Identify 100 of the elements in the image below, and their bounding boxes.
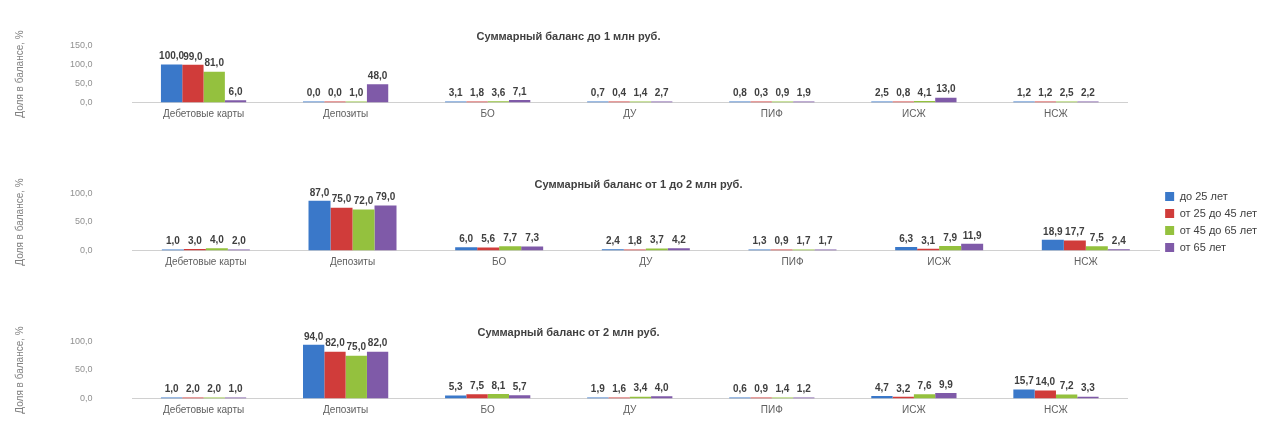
data-label: 4,0 <box>209 234 225 246</box>
y-axis-title: Доля в балансе, % <box>13 326 25 414</box>
data-label: 6,0 <box>459 232 474 244</box>
data-label: 17,7 <box>1065 226 1085 238</box>
y-tick-label: 100,0 <box>69 335 93 346</box>
bar <box>509 395 531 399</box>
data-label: 1,9 <box>796 87 812 99</box>
data-label: 1,7 <box>796 235 811 247</box>
data-label: 11,9 <box>962 229 983 241</box>
data-label: 1,0 <box>349 87 364 99</box>
data-label: 14,0 <box>1035 376 1056 388</box>
y-tick-label: 50,0 <box>74 364 93 375</box>
data-label: 2,7 <box>654 87 670 99</box>
data-label: 1,7 <box>818 235 833 247</box>
y-tick-label: 0,0 <box>80 97 93 108</box>
data-label: 0,0 <box>328 87 343 99</box>
data-label: 100,0 <box>159 50 185 62</box>
data-label: 3,1 <box>448 87 464 99</box>
data-label: 0,9 <box>775 87 790 99</box>
data-label: 1,2 <box>1038 87 1053 99</box>
x-tick-label: Депозиты <box>323 108 369 120</box>
x-tick-label: НСЖ <box>1044 108 1069 120</box>
y-tick-label: 100,0 <box>69 58 93 69</box>
x-tick-label: ПИФ <box>760 404 784 416</box>
bar <box>345 355 367 399</box>
x-tick-label: Депозиты <box>329 256 376 268</box>
data-label: 2,4 <box>1111 234 1127 246</box>
data-label: 1,2 <box>796 383 812 395</box>
data-label: 0,8 <box>896 87 911 99</box>
data-label: 7,2 <box>1059 380 1075 392</box>
bar <box>1055 394 1078 399</box>
x-tick-label: ДУ <box>639 256 654 268</box>
data-label: 81,0 <box>204 57 225 69</box>
x-tick-label: Дебетовые карты <box>165 256 247 268</box>
x-tick-label: Дебетовые карты <box>162 404 245 416</box>
data-label: 7,7 <box>503 231 518 243</box>
legend-label: от 45 до 65 лет <box>1179 223 1257 236</box>
data-label: 4,1 <box>917 86 932 98</box>
data-label: 1,8 <box>627 235 643 247</box>
x-tick-label: Дебетовые карты <box>162 108 245 120</box>
legend-label: от 65 лет <box>1179 240 1227 253</box>
bar <box>1013 389 1035 399</box>
data-label: 1,6 <box>612 383 627 395</box>
bar <box>366 351 389 399</box>
data-label: 75,0 <box>331 193 352 205</box>
bar <box>308 200 331 251</box>
data-label: 9,9 <box>938 378 954 390</box>
data-label: 2,5 <box>1059 87 1075 99</box>
y-tick-label: 50,0 <box>74 78 93 89</box>
bar <box>499 246 522 251</box>
data-label: 3,0 <box>187 234 203 246</box>
data-label: 0,7 <box>590 87 606 99</box>
data-label: 1,4 <box>775 383 790 395</box>
data-label: 99,0 <box>183 50 204 62</box>
data-label: 5,7 <box>512 381 528 393</box>
bar <box>935 392 957 399</box>
legend-label: до 25 лет <box>1179 189 1228 202</box>
x-tick-label: ИСЖ <box>927 256 952 268</box>
x-tick-label: НСЖ <box>1073 256 1099 268</box>
data-label: 1,0 <box>164 383 179 395</box>
data-label: 0,8 <box>732 87 748 99</box>
x-tick-label: ИСЖ <box>902 404 927 416</box>
bar <box>477 247 500 251</box>
bar <box>913 394 936 399</box>
bar <box>1041 239 1064 251</box>
y-tick-label: 100,0 <box>69 187 93 198</box>
data-label: 3,3 <box>1080 382 1096 394</box>
y-axis-title: Доля в балансе, % <box>13 30 25 118</box>
chart-title: Суммарный баланс от 2 млн руб. <box>477 325 660 338</box>
y-tick-label: 0,0 <box>80 393 93 404</box>
data-label: 3,6 <box>491 86 506 98</box>
x-tick-label: ДУ <box>623 404 638 416</box>
x-tick-label: Депозиты <box>323 404 369 416</box>
x-tick-label: БО <box>492 256 507 268</box>
data-label: 94,0 <box>303 330 324 342</box>
data-label: 2,5 <box>874 87 890 99</box>
data-label: 7,5 <box>1089 232 1105 244</box>
data-label: 3,1 <box>921 234 936 246</box>
bar <box>466 394 488 399</box>
x-tick-label: БО <box>480 404 496 416</box>
bar <box>330 207 353 251</box>
legend-label: от 25 до 45 лет <box>1179 206 1257 219</box>
data-label: 3,7 <box>649 234 665 246</box>
data-label: 13,0 <box>936 83 957 95</box>
data-label: 1,0 <box>228 383 243 395</box>
data-label: 7,6 <box>917 380 932 391</box>
data-label: 4,2 <box>671 233 687 245</box>
data-label: 82,0 <box>325 337 346 349</box>
bar <box>160 64 183 103</box>
data-label: 0,0 <box>306 87 322 99</box>
y-tick-label: 50,0 <box>74 216 93 227</box>
x-tick-label: ИСЖ <box>902 108 927 120</box>
data-label: 7,9 <box>943 231 958 243</box>
x-tick-label: НСЖ <box>1044 404 1069 416</box>
y-tick-label: 0,0 <box>80 245 93 256</box>
data-label: 0,6 <box>732 383 748 395</box>
bar <box>324 351 346 399</box>
data-label: 0,4 <box>612 87 627 99</box>
x-tick-label: ДУ <box>623 108 638 120</box>
data-label: 4,7 <box>874 381 890 393</box>
